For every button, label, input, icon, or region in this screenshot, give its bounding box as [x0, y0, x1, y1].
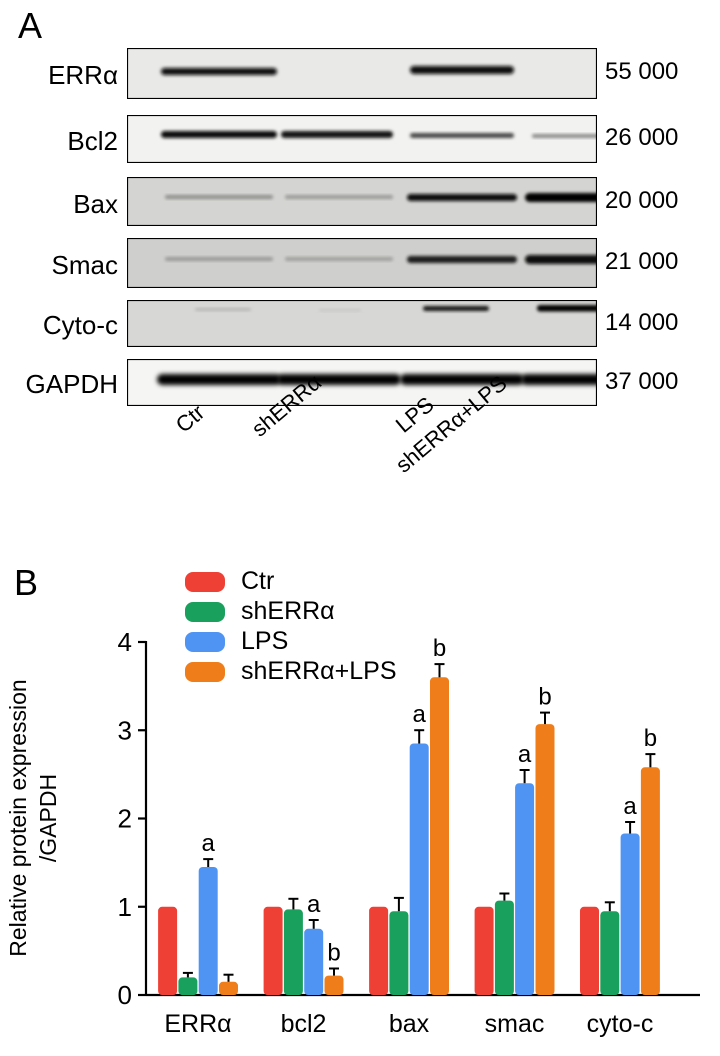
svg-text:shERRα: shERRα — [241, 597, 335, 625]
svg-text:b: b — [433, 635, 446, 662]
svg-text:1: 1 — [118, 892, 132, 922]
svg-text:smac: smac — [485, 1010, 545, 1038]
svg-text:Relative protein expression: Relative protein expression — [5, 679, 31, 956]
svg-text:0: 0 — [118, 980, 132, 1010]
svg-text:ERRα: ERRα — [164, 1010, 231, 1038]
svg-text:3: 3 — [118, 715, 132, 745]
svg-text:4: 4 — [118, 627, 132, 657]
svg-text:a: a — [518, 741, 532, 768]
svg-text:2: 2 — [118, 804, 132, 834]
svg-text:a: a — [623, 793, 637, 820]
svg-text:shERRα+LPS: shERRα+LPS — [241, 657, 397, 685]
svg-text:cyto-c: cyto-c — [587, 1010, 654, 1038]
svg-text:a: a — [307, 891, 321, 918]
svg-text:a: a — [202, 830, 216, 857]
svg-text:b: b — [644, 725, 657, 752]
svg-text:/GAPDH: /GAPDH — [35, 774, 61, 862]
svg-text:b: b — [538, 684, 551, 711]
svg-text:bax: bax — [389, 1010, 430, 1038]
svg-text:LPS: LPS — [241, 627, 288, 655]
svg-text:b: b — [327, 940, 340, 967]
svg-text:a: a — [413, 701, 427, 728]
svg-text:bcl2: bcl2 — [281, 1010, 327, 1038]
svg-text:Ctr: Ctr — [241, 567, 274, 595]
